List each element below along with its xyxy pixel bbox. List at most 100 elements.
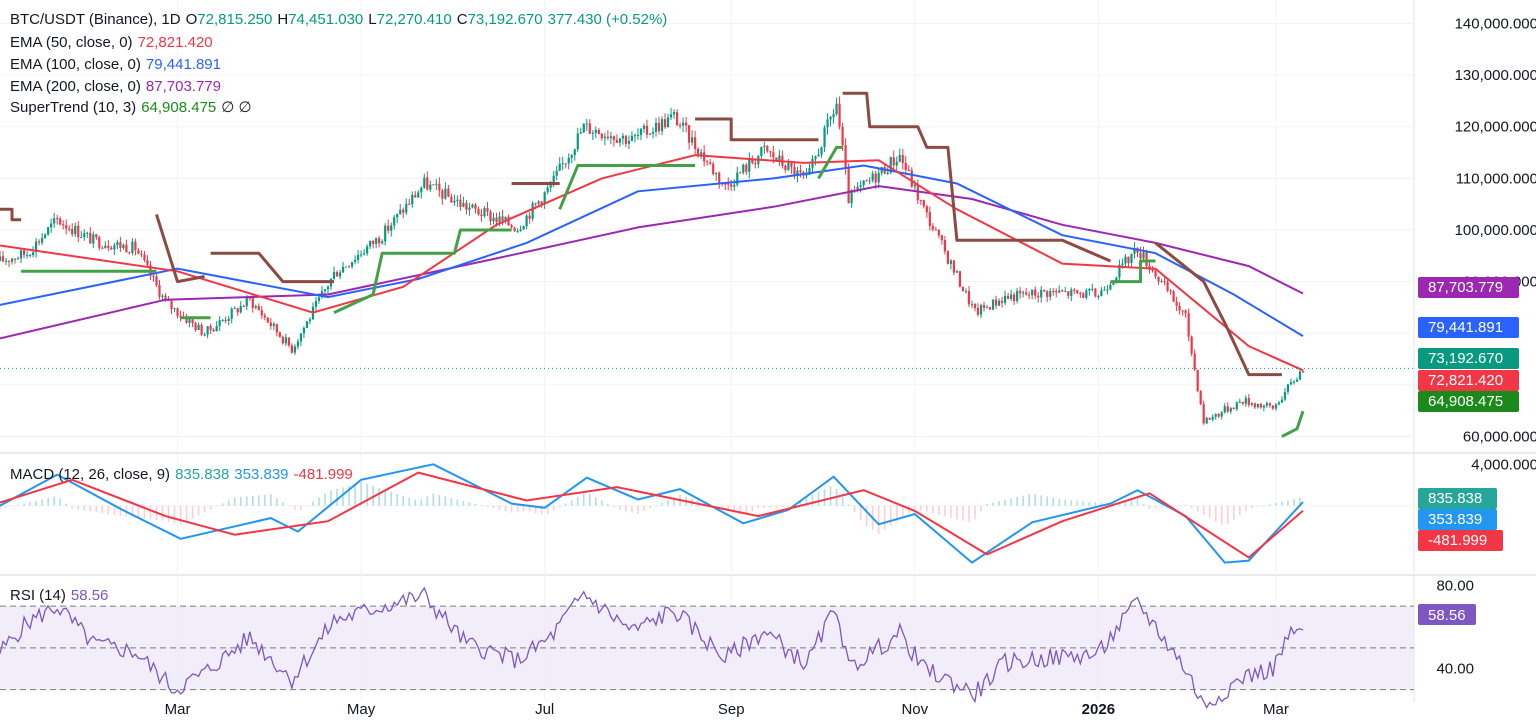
macd-histogram-bar [901,505,904,518]
macd-tick-label: 4,000.000 [1471,456,1536,473]
candle-body [1277,402,1281,405]
rsi-pane[interactable] [0,586,1414,709]
candle-body [582,123,585,133]
candle-body [1301,371,1305,373]
time-tick-label: May [347,701,376,718]
candle [1006,292,1010,300]
candle-body [633,135,637,137]
ema100-legend[interactable]: EMA (100, close, 0) 79,441.891 [10,54,226,75]
candle-body [985,307,989,309]
close-label: C [456,11,468,28]
macd-histogram-bar [468,502,471,506]
rsi-legend[interactable]: RSI (14) 58.56 [10,585,113,606]
macd-histogram-bar [41,499,43,506]
ema50-legend[interactable]: EMA (50, close, 0) 72,821.420 [10,32,218,53]
macd-histogram-bar [498,505,501,510]
macd-histogram-bar [558,505,561,508]
candle [901,148,904,170]
candle-body [450,196,453,203]
time-tick-label: Jul [535,701,554,718]
macd-histogram-bar [962,505,964,521]
candle [877,167,880,189]
candle [660,116,664,135]
candle [146,255,149,267]
low-value: 72,270.410 [376,11,452,28]
macd-histogram-bar [564,503,567,506]
macd-histogram-bar [1016,496,1018,506]
macd-histogram-bar [119,505,122,516]
candle-body [603,136,606,139]
candle [89,226,92,244]
candle-body [991,299,995,310]
macd-histogram-bar [847,504,850,506]
candle-body [107,245,110,248]
candle-body [19,250,23,259]
macd-histogram-bar [1208,505,1211,519]
supertrend-legend[interactable]: SuperTrend (10, 3) 64,908.475 ∅ ∅ [10,97,257,118]
candle-body [579,132,582,134]
candle [83,229,86,241]
candle-body [260,310,263,316]
macd-histogram-bar [17,504,19,506]
macd-histogram-bar [354,483,356,506]
macd-histogram-bar [950,505,952,518]
candle [390,222,393,237]
candle-body [925,206,928,213]
candle [122,243,125,250]
candle-body [691,137,694,143]
candle [1067,291,1070,299]
candle [570,153,573,164]
candle [1010,289,1013,302]
candle-body [1247,398,1250,405]
candle [811,155,814,173]
candle-body [7,260,11,262]
macd-histogram-bar [1184,505,1187,506]
candle-body [68,228,71,230]
macd-histogram-bar [1058,498,1061,506]
macd-tag-bg [1418,509,1497,530]
ema200-legend[interactable]: EMA (200, close, 0) 87,703.779 [10,76,226,97]
candle [561,156,564,171]
candle-body [519,229,522,231]
candle [925,204,928,218]
candle-body [25,255,29,257]
candle [441,188,444,205]
symbol-legend[interactable]: BTC/USDT (Binance), 1D O72,815.250 H74,451… [10,9,672,30]
candle [1250,402,1253,407]
candle-body [892,157,895,166]
candle [474,202,477,214]
macd-histogram-bar [11,505,13,507]
macd-histogram-bar [1136,498,1139,506]
candle [350,261,354,269]
supertrend-down-line [0,207,22,222]
macd-histogram-bar [1076,500,1079,506]
candle-body [648,133,652,135]
macd-histogram-bar [486,505,489,507]
price-tag-label: 87,703.779 [1428,279,1503,296]
candle [438,177,441,197]
candle [16,256,20,260]
candle-body [128,252,131,254]
candle-body [964,290,968,292]
candle-body [408,203,411,205]
candle-body [191,319,194,324]
candle-body [299,333,303,342]
candle-body [375,238,378,245]
macd-histogram-bar [757,505,760,509]
candle-body [709,162,712,164]
macd-histogram-bar [300,505,302,510]
candle-body [56,218,59,220]
candle-body [949,260,953,264]
candle [582,123,585,133]
candle [173,307,176,313]
candle-body [1244,398,1247,404]
price-pane[interactable] [0,91,1414,438]
candle [308,317,312,325]
macd-legend[interactable]: MACD (12, 26, close, 9) 835.838 353.839 -48… [10,464,358,485]
candle [1268,402,1271,408]
candle-body [967,290,971,305]
macd-pane[interactable] [0,463,1304,564]
candle [600,132,603,141]
candle-body [796,170,799,177]
